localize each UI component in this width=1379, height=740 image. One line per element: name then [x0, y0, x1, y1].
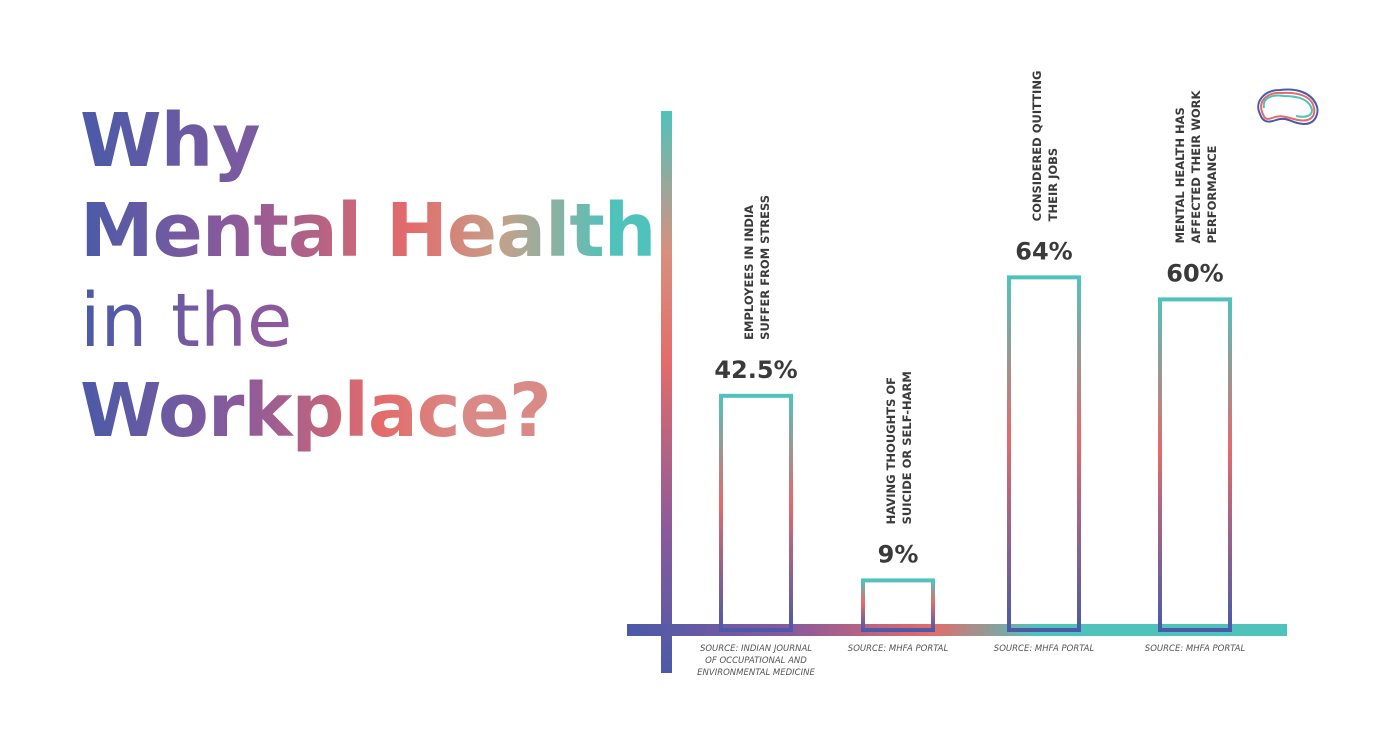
bar-category-label-2: SUICIDE OR SELF-HARM — [900, 371, 914, 524]
bar-source-label-3: SOURCE: MHFA PORTAL — [994, 644, 1095, 654]
title-line-why: Why — [80, 96, 655, 186]
bar-2 — [861, 578, 935, 632]
bar-value-label-2: 9% — [878, 540, 919, 568]
bar-category-label-3: CONSIDERED QUITTING — [1030, 71, 1044, 222]
bar-category-label-4: AFFECTED THEIR WORK — [1189, 89, 1203, 243]
bar-1 — [719, 393, 793, 633]
bar-group: 42.5% EMPLOYEES IN INDIA SUFFER FROM STRES… — [697, 71, 1245, 678]
bar-value-label-3: 64% — [1015, 237, 1072, 265]
brain-logo-icon — [1257, 88, 1319, 126]
bar-category-label-4: PERFORMANCE — [1205, 145, 1219, 243]
title-line-in-the: in the — [80, 276, 655, 366]
bar-source-label-1: OF OCCUPATIONAL AND — [705, 656, 807, 666]
bar-source-label-1: ENVIRONMENTAL MEDICINE — [697, 668, 815, 678]
bar-category-label-1: SUFFER FROM STRESS — [758, 195, 772, 340]
bar-value-label-1: 42.5% — [714, 356, 797, 384]
bar-source-label-1: SOURCE: INDIAN JOURNAL — [700, 644, 812, 654]
page-title: Why Mental Health in the Workplace? — [80, 96, 656, 456]
bar-3 — [1007, 275, 1081, 632]
bar-4 — [1158, 297, 1232, 632]
bar-category-label-4: MENTAL HEALTH HAS — [1173, 107, 1187, 243]
bar-value-label-4: 60% — [1166, 259, 1223, 287]
title-line-mental-health: Mental Health — [80, 188, 656, 274]
y-axis — [661, 111, 672, 673]
bar-category-label-2: HAVING THOUGHTS OF — [884, 377, 898, 524]
title-line-workplace: Workplace? — [80, 366, 655, 456]
bar-source-label-4: SOURCE: MHFA PORTAL — [1145, 644, 1246, 654]
bar-category-label-3: THEIR JOBS — [1046, 148, 1060, 222]
bar-category-label-1: EMPLOYEES IN INDIA — [742, 205, 756, 340]
bar-source-label-2: SOURCE: MHFA PORTAL — [848, 644, 949, 654]
